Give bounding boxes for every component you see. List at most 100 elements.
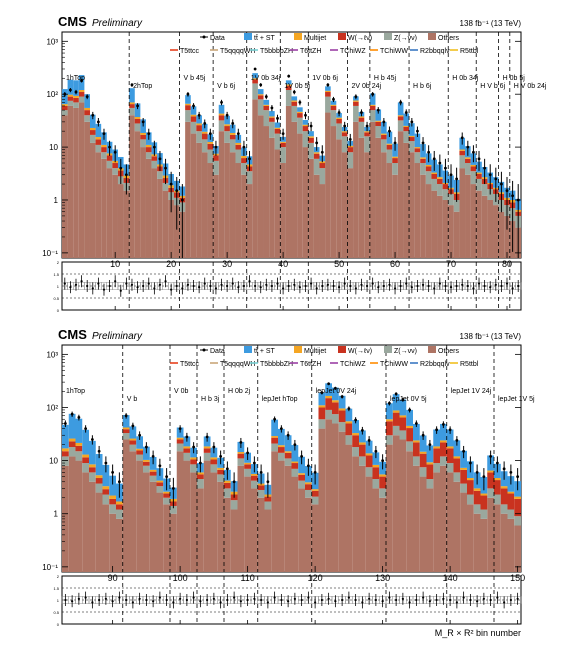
bar-Znunu-42 (291, 105, 298, 122)
bar-Multijet-84 (68, 438, 76, 442)
legend-label-Wlnu: W(→ℓν) (348, 35, 372, 42)
bar-Multijet-150 (514, 496, 521, 499)
data-point-128 (367, 439, 371, 442)
ratio-point-41 (287, 284, 290, 288)
data-point-88 (97, 449, 101, 453)
ratio-point-123 (334, 600, 337, 603)
bar-ttST-63 (409, 123, 415, 136)
bar-Multijet-104 (203, 446, 211, 449)
bar-Wlnu-56 (369, 105, 376, 111)
bar-Znunu-103 (197, 479, 204, 489)
data-point-77 (488, 173, 492, 177)
bar-ttST-36 (257, 89, 264, 95)
bar-Others-23 (185, 121, 191, 258)
data-point-150 (516, 475, 520, 478)
bar-ttST-24 (190, 106, 197, 115)
ratio-point-128 (368, 597, 371, 600)
bar-ttST-61 (397, 102, 404, 116)
bar-Others-144 (473, 513, 481, 572)
ratio-point-62 (405, 282, 408, 285)
bar-Wlnu-131 (386, 421, 393, 436)
data-point-102 (192, 445, 196, 449)
bar-Znunu-2 (67, 100, 74, 106)
bar-ttST-49 (330, 100, 337, 105)
x-tick-label: 60 (390, 259, 400, 269)
ratio-point-64 (416, 284, 419, 288)
bar-Multijet-49 (330, 104, 337, 106)
data-point-143 (468, 461, 472, 465)
ratio-point-93 (131, 601, 134, 604)
bar-Wlnu-101 (183, 448, 191, 453)
bar-Multijet-128 (365, 453, 373, 456)
bar-Znunu-90 (109, 504, 116, 514)
data-point-91 (117, 480, 121, 484)
bar-Znunu-84 (68, 447, 76, 457)
bar-Wlnu-110 (244, 464, 251, 469)
bar-ttST-142 (460, 450, 467, 468)
ratio-point-5 (86, 284, 89, 288)
data-point-111 (252, 461, 256, 465)
bar-Others-65 (420, 174, 426, 258)
region-label: V 0b (174, 388, 189, 395)
data-point-19 (164, 166, 167, 170)
data-point-66 (427, 150, 431, 154)
bar-ttST-125 (345, 408, 353, 422)
data-point-26 (203, 122, 207, 125)
region-label: 1V 0b 5j (284, 83, 310, 90)
data-point-25 (197, 113, 201, 117)
data-point-36 (259, 83, 263, 87)
bar-Others-146 (487, 497, 494, 572)
bar-Others-44 (302, 147, 309, 258)
bar-Multijet-65 (420, 157, 426, 159)
bar-Wlnu-109 (237, 453, 245, 459)
ratio-point-1 (63, 282, 66, 285)
data-point-90 (111, 470, 115, 474)
ratio-point-87 (91, 601, 94, 604)
bar-Others-30 (224, 142, 230, 258)
legend-swatch-Znunu (384, 346, 392, 353)
bar-Znunu-35 (252, 83, 258, 100)
ratio-point-139 (442, 597, 445, 600)
bar-Others-71 (453, 211, 460, 258)
ratio-point-117 (293, 597, 296, 600)
legend-label-Data: Data (210, 348, 225, 355)
bar-ttST-62 (403, 113, 410, 126)
bar-Znunu-37 (263, 110, 270, 127)
bar-Multijet-27 (207, 141, 214, 144)
bar-Znunu-147 (494, 494, 501, 505)
data-point-71 (455, 177, 459, 181)
ratio-point-132 (395, 598, 398, 602)
bar-Znunu-109 (237, 458, 245, 466)
bar-Others-70 (448, 205, 454, 258)
bar-Znunu-4 (78, 96, 85, 103)
bar-Multijet-122 (325, 395, 332, 399)
ratio-point-90 (111, 600, 114, 603)
ratio-point-57 (377, 286, 380, 289)
legend-label-ttST: tt̄ + ST (254, 347, 276, 355)
bar-Wlnu-130 (379, 476, 386, 489)
bar-Znunu-7 (95, 144, 102, 153)
bar-Znunu-60 (392, 163, 398, 175)
bar-Wlnu-98 (163, 493, 170, 498)
data-point-85 (77, 416, 81, 419)
bar-ttST-126 (352, 420, 359, 434)
data-point-75 (477, 157, 481, 161)
bar-Wlnu-42 (291, 101, 298, 106)
bar-Wlnu-65 (420, 158, 426, 164)
bar-Multijet-83 (62, 448, 69, 452)
bar-Others-140 (446, 472, 454, 572)
bar-Multijet-41 (285, 84, 292, 86)
ratio-point-80 (505, 282, 509, 285)
bar-Others-43 (297, 133, 303, 258)
bar-ttST-117 (291, 445, 299, 462)
ratio-point-103 (199, 600, 202, 603)
bar-Znunu-97 (156, 486, 164, 493)
data-point-144 (475, 470, 479, 474)
bar-Wlnu-8 (101, 147, 107, 153)
bar-Others-40 (280, 163, 286, 258)
ratio-point-101 (185, 598, 188, 602)
data-point-149 (509, 470, 513, 474)
bar-ttST-23 (185, 95, 191, 104)
bar-Others-132 (392, 435, 400, 572)
bar-Multijet-133 (399, 415, 407, 418)
